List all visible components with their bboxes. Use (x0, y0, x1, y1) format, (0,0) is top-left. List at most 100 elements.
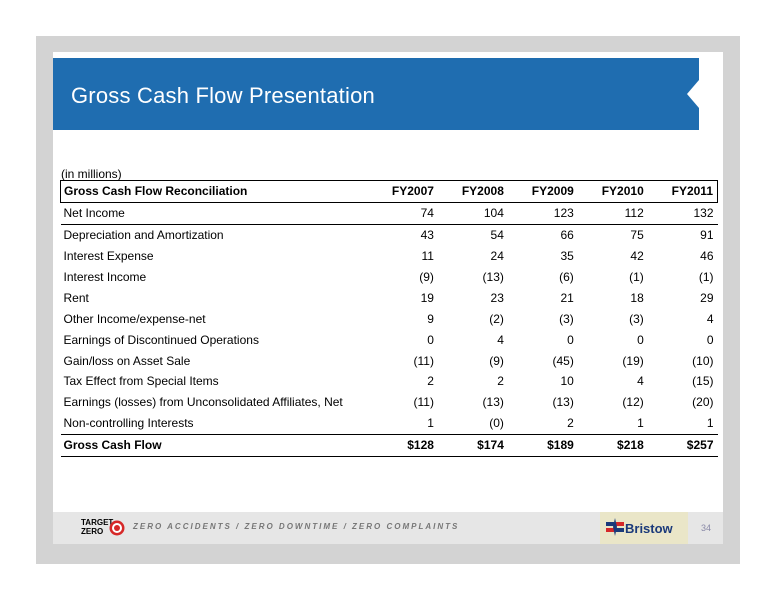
row-value: 4 (706, 311, 714, 326)
footer: TARGET ZERO ZERO ACCIDENTS / ZERO DOWNTI… (53, 512, 723, 544)
row-value: 75 (630, 228, 644, 243)
row-value: 2 (507, 412, 578, 435)
row-value: (2) (489, 311, 504, 326)
table-row: Rent 19 23 21 18 29 (61, 287, 718, 308)
target-zero-logo: TARGET ZERO (81, 518, 125, 538)
row-value: $174 (437, 434, 508, 457)
row-value: 21 (560, 290, 574, 305)
row-value: 35 (560, 249, 574, 264)
row-value: 104 (437, 202, 508, 225)
row-value: 46 (700, 249, 714, 264)
brand-name: Bristow (625, 521, 673, 536)
table-row: Tax Effect from Special Items 2 2 10 4 (15) (61, 371, 718, 392)
row-value: $189 (507, 434, 578, 457)
header-label: Gross Cash Flow Reconciliation (60, 180, 368, 203)
row-value: (0) (437, 412, 508, 435)
row-value: 1 (368, 412, 438, 435)
row-value: 11 (421, 249, 434, 264)
logo-line2: ZERO (81, 527, 104, 536)
total-row: Gross Cash Flow $128 $174 $189 $218 $257 (60, 434, 718, 457)
table-row: Earnings of Discontinued Operations 0 4 0 0 0 (61, 329, 718, 350)
row-value: (6) (559, 270, 574, 284)
slogan: ZERO ACCIDENTS / ZERO DOWNTIME / ZERO CO… (133, 522, 460, 531)
row-label: Gross Cash Flow (60, 434, 368, 457)
row-label: Rent (63, 290, 89, 305)
table-row: Earnings (losses) from Unconsolidated Af… (61, 392, 718, 413)
row-value: (20) (692, 395, 714, 410)
row-value: 1 (647, 412, 718, 435)
row-label: Interest Income (63, 270, 147, 284)
row-value: (11) (413, 353, 434, 368)
row-value: 4 (637, 374, 644, 389)
row-value: 54 (490, 228, 504, 243)
row-label: Net Income (60, 202, 368, 225)
row-value: $218 (577, 434, 648, 457)
row-value: 0 (427, 332, 434, 347)
row-value: 43 (420, 228, 434, 243)
row-value: (9) (489, 353, 504, 368)
row-value: (3) (559, 311, 574, 326)
table-row: Interest Income (9) (13) (6) (1) (1) (61, 267, 718, 288)
row-label: Earnings (losses) from Unconsolidated Af… (63, 395, 343, 410)
row-value: 9 (427, 311, 434, 326)
title-bar-notch (687, 80, 699, 108)
row-value: (1) (629, 270, 644, 284)
row-value: 1 (577, 412, 648, 435)
row-value: 24 (490, 249, 504, 264)
row-value: (15) (692, 374, 714, 389)
row-value: (19) (622, 353, 644, 368)
table-header-row: Gross Cash Flow Reconciliation FY2007 FY… (60, 180, 718, 203)
header-year: FY2009 (507, 180, 578, 203)
header-year: FY2008 (437, 180, 508, 203)
row-value: 112 (577, 202, 648, 225)
table-row: Interest Expense 11 24 35 42 46 (61, 246, 718, 267)
row-value: (13) (552, 395, 574, 410)
row-value: 66 (560, 228, 574, 243)
row-value: (9) (419, 270, 434, 284)
row-value: (12) (622, 395, 644, 410)
row-label: Gain/loss on Asset Sale (63, 353, 191, 368)
row-value: (10) (692, 353, 714, 368)
row-value: 123 (507, 202, 578, 225)
row-value: 29 (700, 290, 714, 305)
page-number: 34 (701, 523, 712, 533)
row-value: 19 (420, 290, 434, 305)
row-value: (13) (482, 270, 504, 284)
row-value: 132 (647, 202, 718, 225)
table-body: Net Income 74 104 123 112 132 Depreciation and… (60, 202, 718, 457)
row-label: Non-controlling Interests (60, 412, 368, 435)
units-note: (in millions) (61, 167, 122, 181)
row-value: 10 (560, 374, 574, 389)
header-year: FY2011 (647, 180, 718, 203)
table-row: Non-controlling Interests 1 (0) 2 1 1 (60, 412, 718, 435)
row-value: $128 (368, 434, 438, 457)
bristow-logo: Bristow (600, 512, 688, 544)
row-value: 2 (497, 374, 504, 389)
row-value: 18 (630, 290, 644, 305)
logo-line1: TARGET (81, 518, 114, 527)
row-label: Earnings of Discontinued Operations (63, 332, 259, 347)
header-year: FY2007 (368, 180, 438, 203)
row-value: 2 (427, 374, 434, 389)
row-value: 23 (490, 290, 504, 305)
target-icon (109, 520, 125, 536)
row-value: (1) (698, 270, 714, 284)
row-value: 4 (497, 332, 504, 347)
row-value: 74 (368, 202, 438, 225)
row-value: (13) (482, 395, 504, 410)
row-value: 42 (630, 249, 644, 264)
row-label: Tax Effect from Special Items (63, 374, 219, 389)
table-row: Depreciation and Amortization 43 54 66 75 91 (61, 224, 718, 245)
cash-flow-table: Gross Cash Flow Reconciliation FY2007 FY… (60, 180, 718, 457)
slide-title: Gross Cash Flow Presentation (71, 83, 375, 108)
table-row: Other Income/expense-net 9 (2) (3) (3) 4 (61, 308, 718, 329)
bristow-flag-icon (606, 518, 624, 536)
target-zero-text: TARGET ZERO (81, 518, 113, 536)
row-value: (3) (629, 311, 644, 326)
table-row: Net Income 74 104 123 112 132 (60, 202, 718, 225)
table-row: Gain/loss on Asset Sale (11) (9) (45) (19) (1… (61, 350, 718, 371)
row-value: 91 (700, 228, 714, 243)
row-value: 0 (567, 332, 574, 347)
row-value: (45) (552, 353, 574, 368)
row-value: $257 (647, 434, 718, 457)
